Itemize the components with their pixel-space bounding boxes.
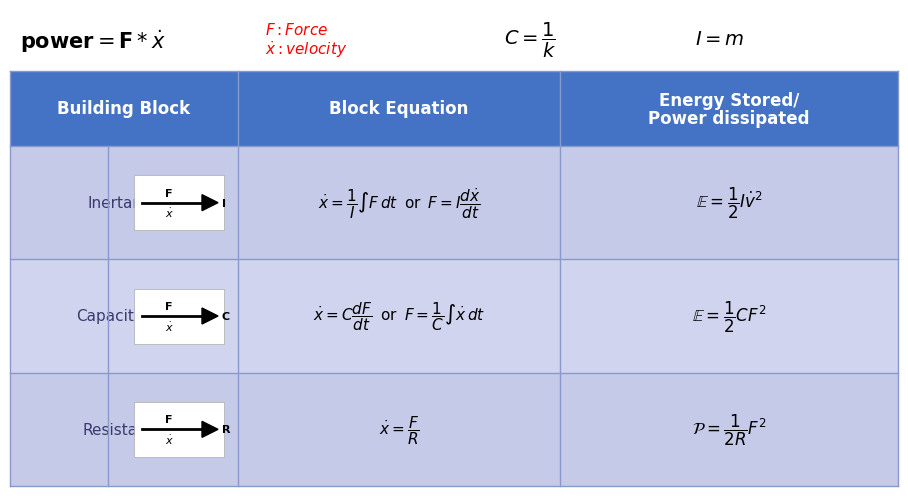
Text: $\dot{x} = C\dfrac{dF}{dt} \;\; \mathrm{or} \;\; F = \dfrac{1}{C}\int \dot{x}\,d: $\dot{x} = C\dfrac{dF}{dt} \;\; \mathrm{… (313, 300, 485, 333)
Text: $C = \dfrac{1}{k}$: $C = \dfrac{1}{k}$ (504, 21, 557, 60)
Text: $I = m$: $I = m$ (696, 31, 745, 49)
Text: $\dot{x} : velocity$: $\dot{x} : velocity$ (265, 40, 347, 60)
Text: Capacitance: Capacitance (76, 309, 172, 324)
Text: Energy Stored/: Energy Stored/ (659, 92, 799, 110)
Text: F: F (165, 414, 173, 424)
Text: $F : Force$: $F : Force$ (265, 22, 329, 38)
Text: $\dot{x}$: $\dot{x}$ (164, 206, 173, 220)
Polygon shape (202, 309, 218, 324)
FancyBboxPatch shape (134, 402, 224, 457)
FancyBboxPatch shape (10, 72, 898, 147)
Text: Building Block: Building Block (57, 100, 191, 118)
Text: Resistance: Resistance (83, 422, 165, 437)
FancyBboxPatch shape (10, 147, 898, 260)
Text: Block Equation: Block Equation (330, 100, 469, 118)
Text: Inertance: Inertance (87, 196, 161, 211)
Text: $\dot{x} = \dfrac{1}{I}\int F\,dt \;\; \mathrm{or} \;\; F = I\dfrac{d\dot{x}}{dt: $\dot{x} = \dfrac{1}{I}\int F\,dt \;\; \… (318, 186, 480, 220)
Text: R: R (222, 424, 231, 434)
Text: I: I (222, 198, 226, 208)
Text: $\mathbb{E} = \dfrac{1}{2}I\dot{v}^{2}$: $\mathbb{E} = \dfrac{1}{2}I\dot{v}^{2}$ (696, 186, 763, 221)
FancyBboxPatch shape (134, 176, 224, 230)
Text: $\dot{x} = \dfrac{F}{R}$: $\dot{x} = \dfrac{F}{R}$ (379, 413, 419, 446)
Text: F: F (165, 188, 173, 198)
Text: $\mathbf{power} = \mathbf{F} * \dot{x}$: $\mathbf{power} = \mathbf{F} * \dot{x}$ (20, 29, 166, 55)
Polygon shape (202, 421, 218, 437)
Text: Power dissipated: Power dissipated (648, 110, 810, 128)
Text: $\mathbb{E} = \dfrac{1}{2}CF^{2}$: $\mathbb{E} = \dfrac{1}{2}CF^{2}$ (692, 299, 766, 334)
Text: $\dot{x}$: $\dot{x}$ (164, 433, 173, 446)
FancyBboxPatch shape (134, 289, 224, 344)
FancyBboxPatch shape (10, 373, 898, 486)
Polygon shape (202, 195, 218, 211)
Text: F: F (165, 302, 173, 312)
Text: $\dot{x}$: $\dot{x}$ (164, 320, 173, 333)
Text: C: C (222, 312, 230, 321)
Text: $\mathcal{P} = \dfrac{1}{2R}F^{2}$: $\mathcal{P} = \dfrac{1}{2R}F^{2}$ (692, 412, 766, 447)
FancyBboxPatch shape (10, 260, 898, 373)
